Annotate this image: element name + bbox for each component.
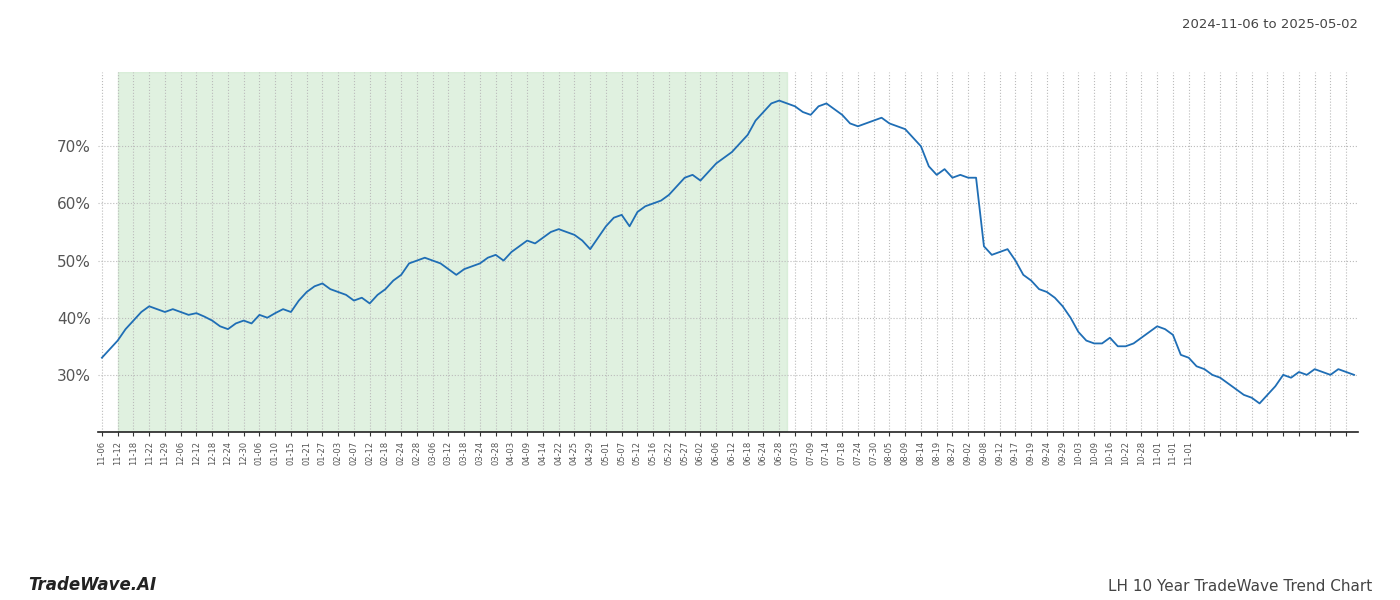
Text: LH 10 Year TradeWave Trend Chart: LH 10 Year TradeWave Trend Chart [1107,579,1372,594]
Bar [118,72,787,432]
Text: TradeWave.AI: TradeWave.AI [28,576,157,594]
Text: 2024-11-06 to 2025-05-02: 2024-11-06 to 2025-05-02 [1182,18,1358,31]
